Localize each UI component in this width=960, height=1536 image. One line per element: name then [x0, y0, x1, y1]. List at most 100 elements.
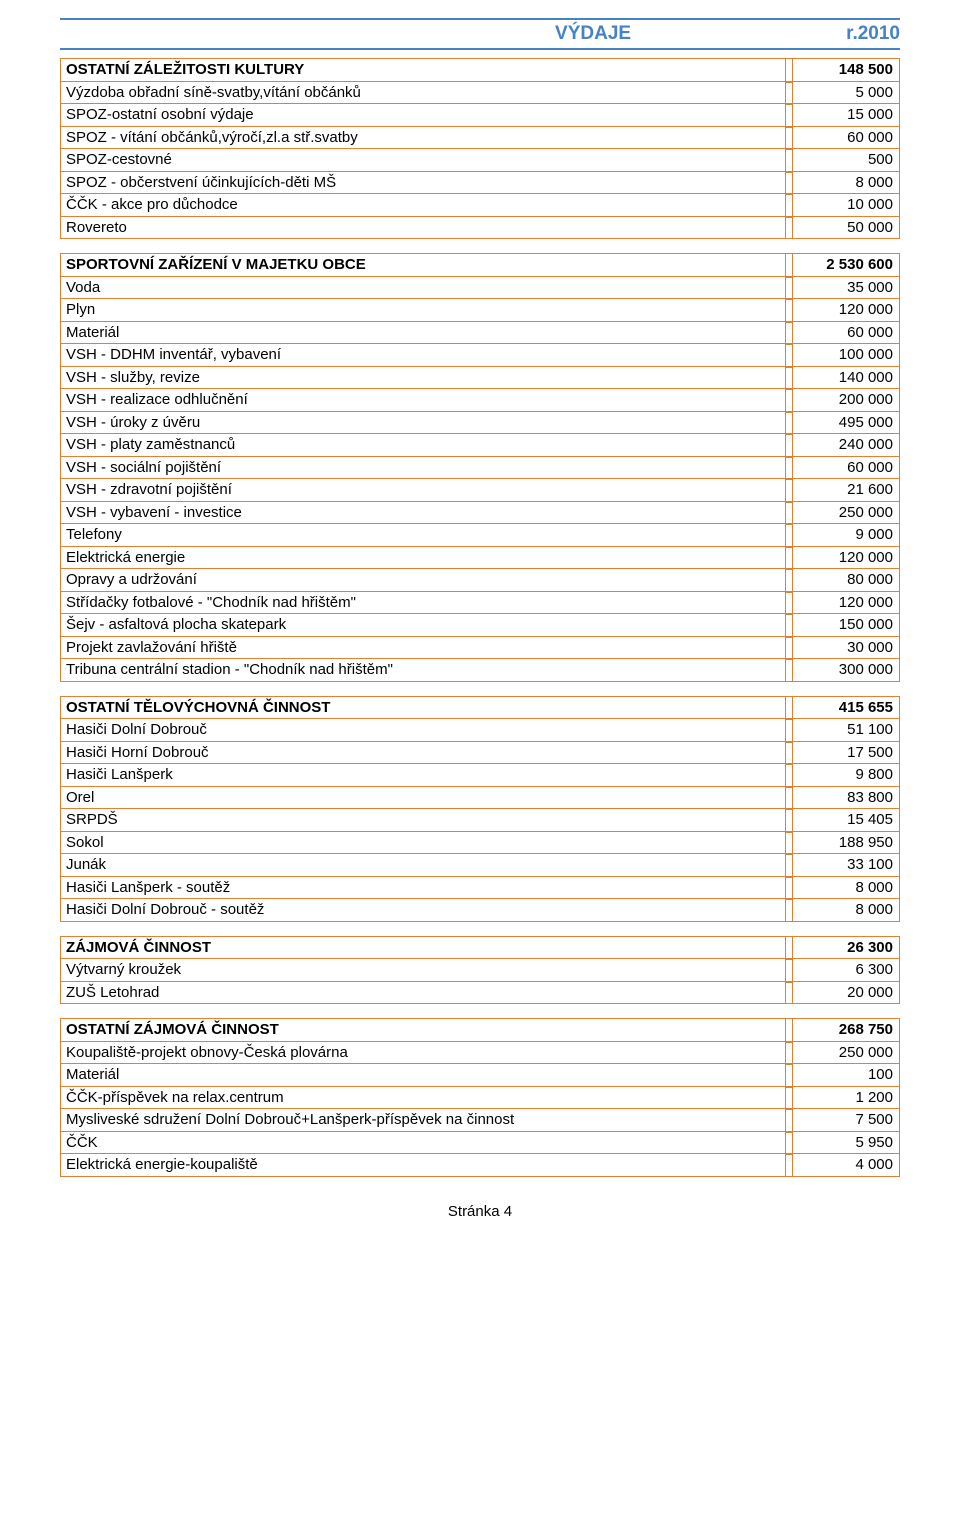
table-row: Tribuna centrální stadion - "Chodník nad…	[60, 659, 900, 682]
row-value: 150 000	[792, 614, 900, 637]
table-row: ČČK - akce pro důchodce 10 000	[60, 194, 900, 217]
row-label: Hasiči Lanšperk - soutěž	[60, 877, 786, 900]
table-row: Sokol188 950	[60, 832, 900, 855]
row-value: 10 000	[792, 194, 900, 217]
row-label: SPOZ-cestovné	[60, 149, 786, 172]
row-label: VSH - platy zaměstnanců	[60, 434, 786, 457]
row-value: 51 100	[792, 719, 900, 742]
row-value: 120 000	[792, 547, 900, 570]
table-row: Výtvarný kroužek 6 300	[60, 959, 900, 982]
table-row: VSH - vybavení - investice 250 000	[60, 502, 900, 525]
row-value: 6 300	[792, 959, 900, 982]
row-value: 35 000	[792, 277, 900, 300]
row-label: Šejv - asfaltová plocha skatepark	[60, 614, 786, 637]
row-label: ZUŠ Letohrad	[60, 982, 786, 1005]
budget-section: OSTATNÍ TĚLOVÝCHOVNÁ ČINNOST415 655Hasič…	[60, 696, 900, 922]
row-value: 60 000	[792, 457, 900, 480]
row-value: 100 000	[792, 344, 900, 367]
row-value: 1 200	[792, 1087, 900, 1110]
table-row: Junák33 100	[60, 854, 900, 877]
table-row: Orel83 800	[60, 787, 900, 810]
row-label: VSH - vybavení - investice	[60, 502, 786, 525]
row-value: 26 300	[792, 936, 900, 960]
table-row: SRPDŠ 15 405	[60, 809, 900, 832]
row-value: 100	[792, 1064, 900, 1087]
row-label: OSTATNÍ ZÁLEŽITOSTI KULTURY	[60, 58, 786, 82]
row-label: Výtvarný kroužek	[60, 959, 786, 982]
row-label: Elektrická energie	[60, 547, 786, 570]
table-row: SPOZ-ostatní osobní výdaje 15 000	[60, 104, 900, 127]
table-row: SPOZ - občerstvení účinkujících-děti MŠ 8…	[60, 172, 900, 195]
row-label: Orel	[60, 787, 786, 810]
row-label: SPOZ-ostatní osobní výdaje	[60, 104, 786, 127]
row-value: 500	[792, 149, 900, 172]
row-label: VSH - zdravotní pojištění	[60, 479, 786, 502]
row-label: VSH - služby, revize	[60, 367, 786, 390]
row-value: 8 000	[792, 172, 900, 195]
row-value: 20 000	[792, 982, 900, 1005]
table-row: Opravy a udržování 80 000	[60, 569, 900, 592]
table-row: Mysliveské sdružení Dolní Dobrouč+Lanšpe…	[60, 1109, 900, 1132]
row-value: 300 000	[792, 659, 900, 682]
table-row: SPOZ - vítání občánků,výročí,zl.a stř.sv…	[60, 127, 900, 150]
row-value: 9 000	[792, 524, 900, 547]
budget-section: OSTATNÍ ZÁJMOVÁ ČINNOST268 750Koupaliště…	[60, 1018, 900, 1177]
row-value: 8 000	[792, 877, 900, 900]
row-label: Hasiči Dolní Dobrouč	[60, 719, 786, 742]
page-footer: Stránka 4	[60, 1203, 900, 1220]
table-row: Elektrická energie-koupaliště4 000	[60, 1154, 900, 1177]
row-value: 140 000	[792, 367, 900, 390]
row-label: Junák	[60, 854, 786, 877]
row-value: 60 000	[792, 127, 900, 150]
row-value: 415 655	[792, 696, 900, 720]
table-row: Rovereto 50 000	[60, 217, 900, 240]
row-value: 8 000	[792, 899, 900, 922]
table-row: Hasiči Lanšperk9 800	[60, 764, 900, 787]
row-value: 80 000	[792, 569, 900, 592]
table-row: Koupaliště-projekt obnovy-Česká plovárna…	[60, 1042, 900, 1065]
row-label: Hasiči Dolní Dobrouč - soutěž	[60, 899, 786, 922]
table-row: ČČK 5 950	[60, 1132, 900, 1155]
row-label: SPOZ - občerstvení účinkujících-děti MŠ	[60, 172, 786, 195]
row-label: Plyn	[60, 299, 786, 322]
row-value: 120 000	[792, 299, 900, 322]
row-value: 148 500	[792, 58, 900, 82]
row-value: 21 600	[792, 479, 900, 502]
row-value: 50 000	[792, 217, 900, 240]
row-label: Rovereto	[60, 217, 786, 240]
row-value: 240 000	[792, 434, 900, 457]
row-value: 15 405	[792, 809, 900, 832]
row-value: 17 500	[792, 742, 900, 765]
page-header: VÝDAJE r.2010	[60, 18, 900, 50]
row-value: 15 000	[792, 104, 900, 127]
section-heading-row: ZÁJMOVÁ ČINNOST26 300	[60, 936, 900, 960]
table-row: Šejv - asfaltová plocha skatepark 150 000	[60, 614, 900, 637]
row-value: 250 000	[792, 502, 900, 525]
budget-section: OSTATNÍ ZÁLEŽITOSTI KULTURY148 500Výzdob…	[60, 58, 900, 239]
row-label: Hasiči Lanšperk	[60, 764, 786, 787]
row-value: 250 000	[792, 1042, 900, 1065]
row-label: Telefony	[60, 524, 786, 547]
row-label: VSH - DDHM inventář, vybavení	[60, 344, 786, 367]
table-row: Hasiči Lanšperk - soutěž 8 000	[60, 877, 900, 900]
table-row: SPOZ-cestovné 500	[60, 149, 900, 172]
row-value: 4 000	[792, 1154, 900, 1177]
row-label: ČČK - akce pro důchodce	[60, 194, 786, 217]
table-row: ZUŠ Letohrad 20 000	[60, 982, 900, 1005]
row-value: 188 950	[792, 832, 900, 855]
row-value: 5 950	[792, 1132, 900, 1155]
row-label: Opravy a udržování	[60, 569, 786, 592]
row-label: OSTATNÍ TĚLOVÝCHOVNÁ ČINNOST	[60, 696, 786, 720]
table-row: Materiál100	[60, 1064, 900, 1087]
row-label: ZÁJMOVÁ ČINNOST	[60, 936, 786, 960]
table-row: VSH - služby, revize 140 000	[60, 367, 900, 390]
row-label: ČČK	[60, 1132, 786, 1155]
section-heading-row: OSTATNÍ TĚLOVÝCHOVNÁ ČINNOST415 655	[60, 696, 900, 720]
budget-section: SPORTOVNÍ ZAŘÍZENÍ V MAJETKU OBCE2 530 6…	[60, 253, 900, 682]
row-label: Mysliveské sdružení Dolní Dobrouč+Lanšpe…	[60, 1109, 786, 1132]
table-row: Výzdoba obřadní síně-svatby,vítání občán…	[60, 82, 900, 105]
row-label: VSH - úroky z úvěru	[60, 412, 786, 435]
row-label: Materiál	[60, 322, 786, 345]
table-row: Materiál60 000	[60, 322, 900, 345]
row-label: SRPDŠ	[60, 809, 786, 832]
